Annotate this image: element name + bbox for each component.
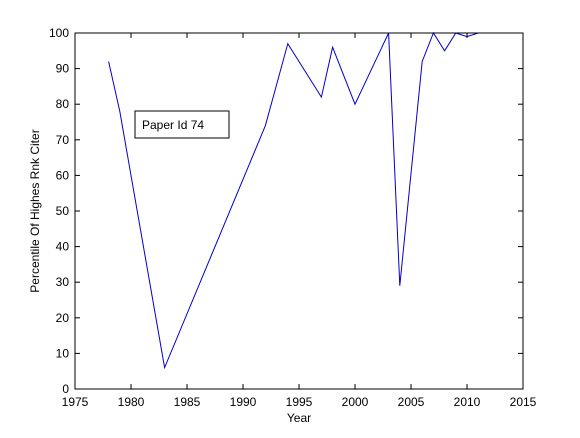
plot-area [75, 33, 523, 389]
y-tick-label: 100 [49, 26, 69, 40]
x-tick-label: 2000 [342, 395, 369, 409]
y-tick-label: 60 [56, 168, 70, 182]
y-tick-label: 90 [56, 62, 70, 76]
x-tick-label: 1980 [118, 395, 145, 409]
x-tick-label: 2005 [398, 395, 425, 409]
x-tick-label: 1990 [230, 395, 257, 409]
x-tick-label: 2010 [454, 395, 481, 409]
y-tick-label: 30 [56, 275, 70, 289]
y-tick-label: 40 [56, 240, 70, 254]
y-tick-label: 70 [56, 133, 70, 147]
y-tick-label: 0 [62, 382, 69, 396]
x-tick-label: 2015 [510, 395, 537, 409]
y-tick-label: 80 [56, 97, 70, 111]
legend-entry: Paper Id 74 [142, 118, 204, 132]
y-tick-label: 20 [56, 311, 70, 325]
legend: Paper Id 74 [134, 110, 230, 139]
x-axis-label: Year [287, 411, 311, 425]
x-tick-label: 1975 [62, 395, 89, 409]
ticks-layer: 1975 1980 1985 1990 1995 2000 2005 2010 2015 0 10 2… [49, 26, 537, 409]
legend-box [134, 110, 230, 139]
y-tick-label: 10 [56, 346, 70, 360]
y-axis-label: Percentile Of Highes Rnk Citer [28, 129, 42, 292]
x-tick-label: 1985 [174, 395, 201, 409]
x-tick-label: 1995 [286, 395, 313, 409]
y-tick-label: 50 [56, 204, 70, 218]
